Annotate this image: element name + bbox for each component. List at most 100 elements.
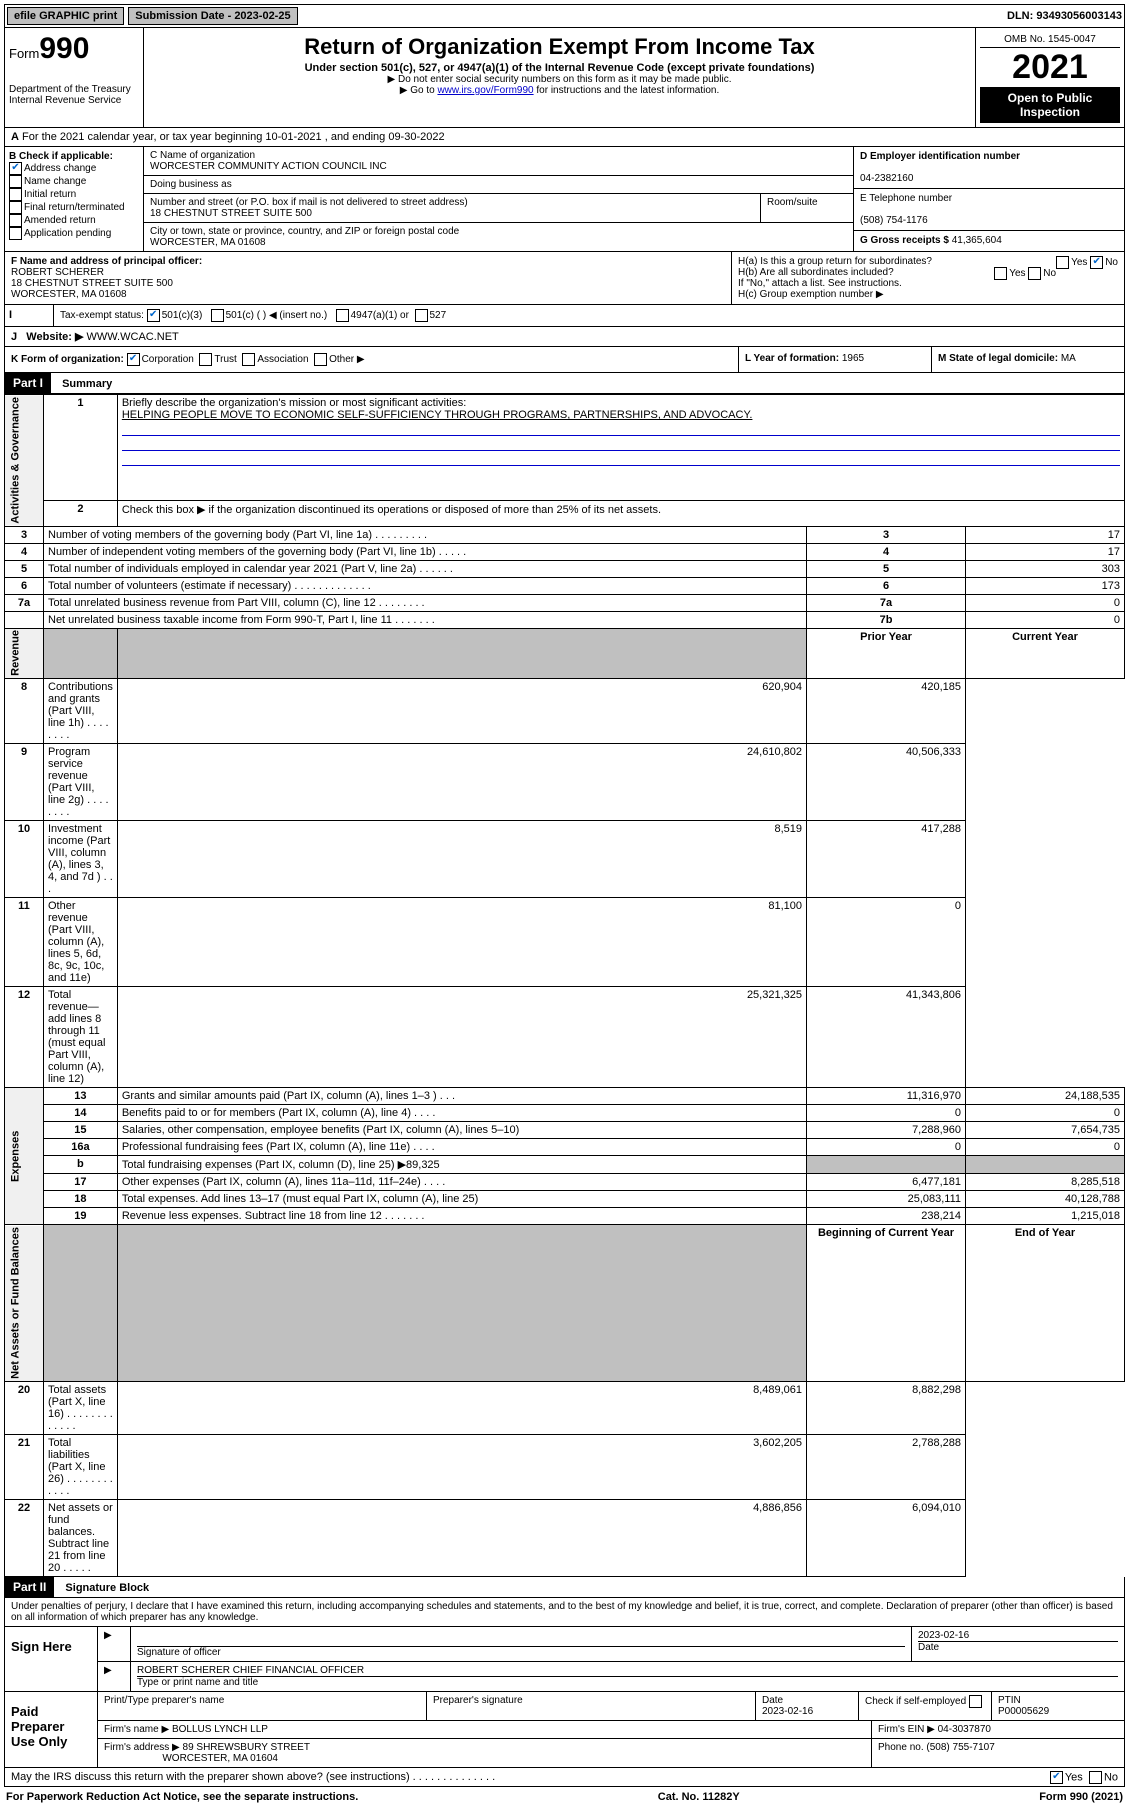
box-num: 4 <box>807 543 966 560</box>
line-label: Salaries, other compensation, employee b… <box>117 1122 806 1139</box>
ha-no: No <box>1105 257 1118 268</box>
l2-text: Check this box ▶ if the organization dis… <box>122 504 661 516</box>
table-row: 7a Total unrelated business revenue from… <box>5 594 1125 611</box>
firm-addr2: WORCESTER, MA 01604 <box>162 1753 278 1764</box>
current-value: 24,188,535 <box>966 1088 1125 1105</box>
sig-date: 2023-02-16 <box>918 1630 969 1641</box>
box-i-label: I <box>5 305 54 326</box>
table-row: 16a Professional fundraising fees (Part … <box>5 1139 1125 1156</box>
checkbox-527[interactable] <box>415 309 428 322</box>
checkbox-assoc[interactable] <box>242 353 255 366</box>
box-num: 6 <box>807 577 966 594</box>
form-subtitle: Under section 501(c), 527, or 4947(a)(1)… <box>148 62 971 74</box>
part2-title: Signature Block <box>57 1582 149 1594</box>
line-num: 7a <box>5 594 44 611</box>
checkbox-ha-yes[interactable] <box>1056 256 1069 269</box>
current-value: 1,215,018 <box>966 1208 1125 1225</box>
checkbox-4947[interactable] <box>336 309 349 322</box>
checkbox-corp[interactable] <box>127 353 140 366</box>
firm-name-label: Firm's name ▶ <box>104 1724 169 1735</box>
l1-label: Briefly describe the organization's miss… <box>122 397 466 409</box>
line-label: Contributions and grants (Part VIII, lin… <box>44 679 118 744</box>
checkbox-hb-yes[interactable] <box>994 267 1007 280</box>
ha-yes: Yes <box>1071 257 1087 268</box>
box-f: F Name and address of principal officer:… <box>5 252 732 304</box>
line-value: 173 <box>966 577 1125 594</box>
line-label: Total fundraising expenses (Part IX, col… <box>117 1156 806 1174</box>
line-label: Grants and similar amounts paid (Part IX… <box>117 1088 806 1105</box>
sig-officer-label: Signature of officer <box>137 1647 221 1658</box>
discuss-yes: Yes <box>1065 1772 1083 1784</box>
checkbox-hb-no[interactable] <box>1028 267 1041 280</box>
phone-value: (508) 754-1176 <box>860 215 928 226</box>
irs-link[interactable]: www.irs.gov/Form990 <box>437 85 533 96</box>
footer-left: For Paperwork Reduction Act Notice, see … <box>6 1791 358 1803</box>
col-prior: Prior Year <box>807 628 966 679</box>
year-formation-value: 1965 <box>842 353 864 364</box>
amended-label: Amended return <box>24 215 96 226</box>
assoc-label: Association <box>257 354 308 365</box>
line-label: Total revenue—add lines 8 through 11 (mu… <box>44 987 118 1088</box>
trust-label: Trust <box>214 354 236 365</box>
gray-cell <box>966 1156 1125 1174</box>
side-net: Net Assets or Fund Balances <box>5 1225 44 1382</box>
part1-table: Activities & Governance 1 Briefly descri… <box>4 394 1125 1577</box>
paid-preparer-label: Paid Preparer Use Only <box>5 1692 98 1767</box>
checkbox-self-emp[interactable] <box>969 1695 982 1708</box>
line-label: Total assets (Part X, line 16) . . . . .… <box>44 1382 118 1435</box>
checkbox-trust[interactable] <box>199 353 212 366</box>
addr-change-label: Address change <box>24 163 96 174</box>
checkbox-discuss-no[interactable] <box>1089 1771 1102 1784</box>
checkbox-app-pending[interactable] <box>9 227 22 240</box>
officer-name: ROBERT SCHERER <box>11 267 104 278</box>
line-label: Program service revenue (Part VIII, line… <box>44 744 118 821</box>
corp-label: Corporation <box>142 354 194 365</box>
ij-row: I Tax-exempt status: 501(c)(3) 501(c) ( … <box>4 305 1125 327</box>
domicile-value: MA <box>1061 353 1076 364</box>
box-deg: D Employer identification number 04-2382… <box>854 147 1124 251</box>
line-value: 17 <box>966 543 1125 560</box>
line-num: 19 <box>44 1208 118 1225</box>
street-label: Number and street (or P.O. box if mail i… <box>150 197 468 208</box>
tax-year: 2021 <box>980 48 1120 87</box>
checkbox-final[interactable] <box>9 201 22 214</box>
efile-button[interactable]: efile GRAPHIC print <box>7 7 124 25</box>
sign-here-label: Sign Here <box>5 1627 98 1691</box>
checkbox-name-change[interactable] <box>9 175 22 188</box>
domicile-label: M State of legal domicile: <box>938 353 1058 364</box>
officer-printed: ROBERT SCHERER CHIEF FINANCIAL OFFICER <box>137 1665 364 1676</box>
note2-post: for instructions and the latest informat… <box>534 85 720 96</box>
checkbox-other[interactable] <box>314 353 327 366</box>
period-text: For the 2021 calendar year, or tax year … <box>22 131 445 143</box>
line-label: Revenue less expenses. Subtract line 18 … <box>117 1208 806 1225</box>
sig-line[interactable] <box>137 1630 905 1647</box>
beg-value: 3,602,205 <box>117 1435 806 1500</box>
current-value: 420,185 <box>807 679 966 744</box>
col-current: Current Year <box>966 628 1125 679</box>
prep-date: 2023-02-16 <box>762 1706 813 1717</box>
form-header: Form990 Department of the Treasury Inter… <box>4 28 1125 128</box>
current-value: 40,128,788 <box>966 1191 1125 1208</box>
checkbox-initial[interactable] <box>9 188 22 201</box>
ha-label: H(a) Is this a group return for subordin… <box>738 256 932 267</box>
checkbox-501c[interactable] <box>211 309 224 322</box>
prior-value: 25,321,325 <box>117 987 806 1088</box>
year-formation-label: L Year of formation: <box>745 353 839 364</box>
checkbox-discuss-yes[interactable] <box>1050 1771 1063 1784</box>
checkbox-amended[interactable] <box>9 214 22 227</box>
city-value: WORCESTER, MA 01608 <box>150 237 266 248</box>
ein-label: D Employer identification number <box>860 151 1020 162</box>
note2-pre: ▶ Go to <box>400 85 438 96</box>
l1-text: HELPING PEOPLE MOVE TO ECONOMIC SELF-SUF… <box>122 409 753 421</box>
initial-label: Initial return <box>24 189 76 200</box>
paid-preparer-block: Paid Preparer Use Only Print/Type prepar… <box>4 1692 1125 1768</box>
submission-date-button[interactable]: Submission Date - 2023-02-25 <box>128 7 297 25</box>
527-label: 527 <box>430 310 447 321</box>
checkbox-ha-no[interactable] <box>1090 256 1103 269</box>
entity-block: B Check if applicable: Address change Na… <box>4 147 1125 252</box>
checkbox-501c3[interactable] <box>147 309 160 322</box>
501c3-label: 501(c)(3) <box>162 310 203 321</box>
checkbox-address-change[interactable] <box>9 162 22 175</box>
box-b: B Check if applicable: Address change Na… <box>5 147 144 251</box>
end-value: 6,094,010 <box>807 1500 966 1577</box>
